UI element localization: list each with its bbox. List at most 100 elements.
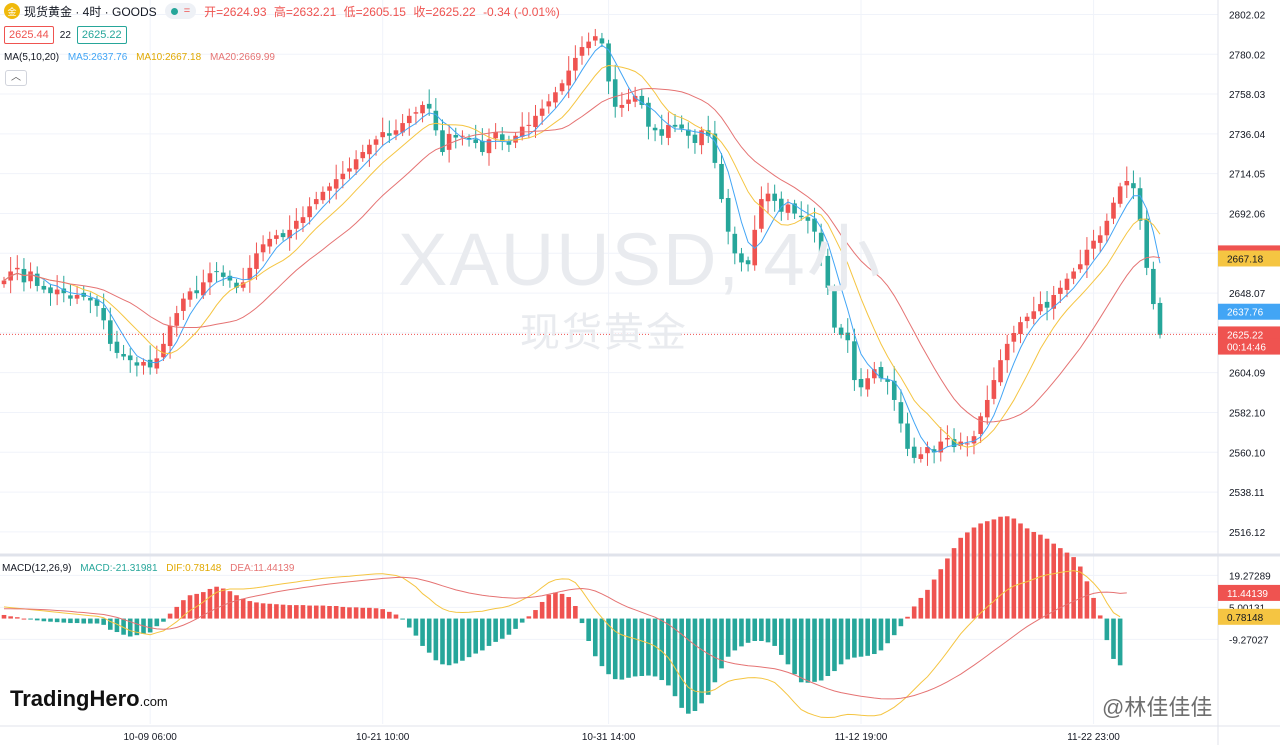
price-tick-label: 2714.05 (1229, 170, 1266, 181)
macd-histogram-bar (705, 618, 711, 695)
candle-body (1011, 333, 1017, 342)
macd-histogram-bar (652, 618, 658, 677)
candle-body (865, 378, 870, 390)
collapse-legend-icon[interactable]: ︿ (5, 70, 27, 86)
candle-body (1024, 316, 1030, 322)
candle-body (161, 343, 166, 358)
candle-body (925, 447, 930, 454)
candle-body (725, 197, 731, 232)
candle-body (300, 217, 306, 223)
macd-histogram-bar (340, 606, 346, 619)
macd-histogram-bar (234, 595, 239, 619)
ma20-value: MA20:2669.99 (209, 52, 275, 63)
macd-histogram-bar (925, 589, 930, 619)
macd-histogram-bar (1071, 557, 1076, 619)
macd-legend[interactable]: MACD(12,26,9) MACD:-21.31981 DIF:0.78148… (2, 563, 300, 574)
change-value: -0.34 (-0.01%) (483, 4, 560, 19)
candle-body (107, 320, 113, 344)
price-tick-label: 2516.12 (1229, 528, 1266, 539)
macd-histogram-bar (466, 618, 472, 658)
ma10-line (3, 64, 1161, 448)
candle-body (74, 295, 80, 299)
candle-body (1031, 311, 1037, 319)
watermark-symbol: XAUUSD, 4小 (398, 218, 883, 301)
eq-icon: = (183, 5, 191, 17)
buy-button[interactable]: 2625.22 (76, 26, 127, 44)
time-tick-label: 10-21 10:00 (356, 732, 410, 743)
candle-body (387, 133, 392, 136)
candle-body (652, 127, 658, 131)
candle-body (413, 112, 419, 114)
candle-body (247, 267, 253, 281)
macd-histogram-bar (759, 618, 764, 641)
macd-histogram-bar (254, 602, 259, 619)
macd-histogram-bar (201, 592, 206, 619)
candle-body (951, 439, 957, 448)
candle-body (88, 297, 93, 301)
candle-body (320, 191, 326, 201)
macd-histogram-bar (958, 537, 963, 619)
macd-histogram-bar (878, 618, 884, 651)
macd-histogram-bar (28, 618, 33, 620)
candle-body (619, 104, 625, 108)
macd-histogram-bar (838, 618, 844, 665)
candle-body (679, 124, 684, 129)
price-tick-label: 2736.04 (1229, 130, 1266, 141)
candle-body (347, 168, 352, 172)
close-value: 收=2625.22 (413, 4, 476, 19)
candle-body (280, 233, 286, 238)
candle-body (460, 135, 465, 137)
candle-body (785, 204, 791, 213)
macd-histogram-bar (373, 608, 379, 619)
macd-histogram-bar (420, 618, 425, 646)
market-status-pill[interactable]: = (164, 3, 197, 19)
candle-body (566, 70, 572, 86)
candle-body (1038, 304, 1043, 312)
candle-body (712, 133, 718, 163)
candle-body (360, 152, 366, 159)
symbol-title[interactable]: 现货黄金 · 4时 · GOODS (24, 4, 157, 19)
candle-body (1084, 249, 1090, 266)
candle-body (739, 253, 744, 263)
candle-body (965, 443, 970, 445)
macd-histogram-bar (785, 618, 791, 665)
price-tick-label: 2692.06 (1229, 209, 1266, 220)
macd-histogram-bar (74, 618, 80, 624)
macd-histogram-bar (911, 606, 917, 619)
macd-histogram-bar (307, 605, 312, 619)
candle-body (127, 355, 133, 361)
macd-histogram-bar (154, 618, 160, 627)
macd-label-box (1218, 584, 1280, 601)
candle-body (646, 102, 651, 127)
macd-histogram-bar (247, 601, 253, 619)
candle-body (672, 124, 678, 127)
macd-histogram-bar (566, 597, 572, 619)
macd-histogram-bar (147, 618, 153, 633)
candle-body (579, 47, 585, 56)
candle-body (1, 280, 7, 285)
candle-body (333, 179, 339, 189)
price-label-text: 00:14:46 (1227, 343, 1266, 354)
macd-histogram-bar (978, 523, 983, 619)
sell-button[interactable]: 2625.44 (4, 26, 54, 44)
macd-histogram-bar (965, 532, 970, 619)
candle-body (745, 260, 751, 265)
macd-histogram-bar (612, 618, 618, 680)
macd-histogram-bar (94, 618, 100, 624)
macd-histogram-bar (34, 618, 40, 621)
candle-body (466, 137, 472, 140)
macd-label-text: 11.44139 (1227, 589, 1268, 600)
candle-body (446, 133, 452, 150)
macd-histogram-bar (486, 618, 492, 646)
candle-body (473, 139, 479, 143)
high-value: 高=2632.21 (273, 4, 337, 19)
macd-histogram-bar (818, 618, 824, 681)
candle-body (852, 341, 857, 381)
candle-body (998, 360, 1003, 383)
candle-body (1064, 278, 1070, 290)
macd-histogram-bar (1018, 523, 1023, 619)
macd-histogram-bar (573, 606, 578, 619)
candle-body (61, 288, 67, 294)
ma-legend[interactable]: MA(5,10,20) MA5:2637.76 MA10:2667.18 MA2… (4, 52, 281, 63)
